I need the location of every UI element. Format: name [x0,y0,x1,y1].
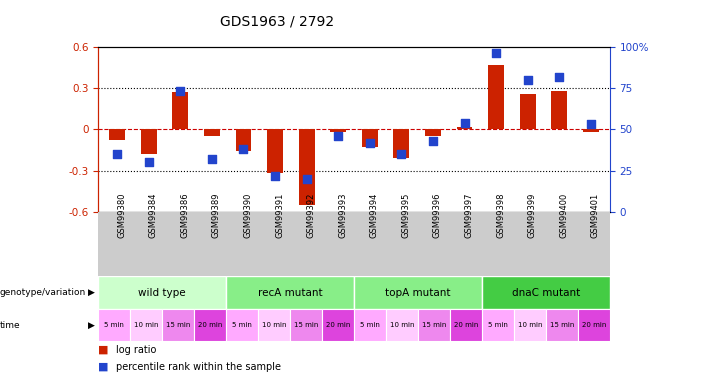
Text: 15 min: 15 min [166,322,190,328]
Bar [583,129,599,132]
Text: GSM99395: GSM99395 [402,192,410,238]
Point [206,156,217,162]
Bar [109,129,125,140]
Bar [418,309,450,341]
Point [111,151,123,157]
Text: 5 min: 5 min [488,322,508,328]
Bar [450,309,482,341]
Point [175,88,186,94]
Text: topA mutant: topA mutant [386,288,451,297]
Point [365,140,376,146]
Point [459,120,470,126]
Text: 15 min: 15 min [550,322,574,328]
Text: percentile rank within the sample: percentile rank within the sample [116,362,280,372]
Bar [482,276,610,309]
Bar [172,92,188,129]
Bar [322,309,354,341]
Text: recA mutant: recA mutant [258,288,322,297]
Text: time: time [0,321,20,330]
Text: 5 min: 5 min [232,322,252,328]
Text: 20 min: 20 min [198,322,222,328]
Bar [258,309,290,341]
Bar [98,309,130,341]
Point [269,172,280,178]
Text: log ratio: log ratio [116,345,156,355]
Bar [236,129,252,152]
Bar [362,129,378,147]
Point [491,51,502,57]
Bar [226,276,354,309]
Point [428,138,439,144]
Bar [330,129,346,132]
Point [585,122,597,128]
Text: GSM99397: GSM99397 [465,192,474,238]
Bar [141,129,156,154]
Text: 20 min: 20 min [582,322,606,328]
Bar [456,127,472,129]
Bar [267,129,283,173]
Bar [162,309,194,341]
Text: GSM99401: GSM99401 [591,192,600,238]
Text: 5 min: 5 min [104,322,124,328]
Bar [482,309,514,341]
Point [554,74,565,80]
Text: GSM99380: GSM99380 [117,192,126,238]
Text: GSM99386: GSM99386 [180,192,189,238]
Bar [546,309,578,341]
Text: ■: ■ [98,345,109,355]
Text: dnaC mutant: dnaC mutant [512,288,580,297]
Text: 10 min: 10 min [390,322,414,328]
Point [301,176,312,182]
Bar [386,309,418,341]
Point [143,159,154,165]
Bar [520,94,536,129]
Bar [552,91,567,129]
Bar [354,309,386,341]
Text: GSM99394: GSM99394 [370,192,379,238]
Text: ▶: ▶ [88,288,95,297]
Text: GSM99400: GSM99400 [559,192,569,238]
Text: 10 min: 10 min [517,322,542,328]
Bar [578,309,610,341]
Text: GSM99384: GSM99384 [149,192,158,238]
Bar [130,309,162,341]
Text: GSM99392: GSM99392 [306,192,315,238]
Text: 15 min: 15 min [422,322,446,328]
Bar [489,65,504,129]
Bar [425,129,441,136]
Text: genotype/variation: genotype/variation [0,288,86,297]
Text: wild type: wild type [138,288,186,297]
Bar [514,309,546,341]
Text: 10 min: 10 min [261,322,286,328]
Text: 5 min: 5 min [360,322,380,328]
Bar [204,129,219,136]
Bar [226,309,258,341]
Text: GSM99389: GSM99389 [212,192,221,238]
Point [396,151,407,157]
Text: GSM99396: GSM99396 [433,192,442,238]
Text: GSM99391: GSM99391 [275,192,284,238]
Bar [354,276,482,309]
Point [522,77,533,83]
Bar [299,129,315,205]
Text: ■: ■ [98,362,109,372]
Text: GSM99399: GSM99399 [528,192,537,238]
Bar [393,129,409,158]
Bar [98,276,226,309]
Text: GDS1963 / 2792: GDS1963 / 2792 [220,14,334,28]
Text: 10 min: 10 min [134,322,158,328]
Text: GSM99390: GSM99390 [243,192,252,238]
Text: GSM99393: GSM99393 [338,192,347,238]
Bar [194,309,226,341]
Text: 20 min: 20 min [326,322,350,328]
Text: ▶: ▶ [88,321,95,330]
Point [238,146,249,152]
Bar [290,309,322,341]
Text: GSM99398: GSM99398 [496,192,505,238]
Text: 15 min: 15 min [294,322,318,328]
Text: 20 min: 20 min [454,322,478,328]
Point [332,133,343,139]
